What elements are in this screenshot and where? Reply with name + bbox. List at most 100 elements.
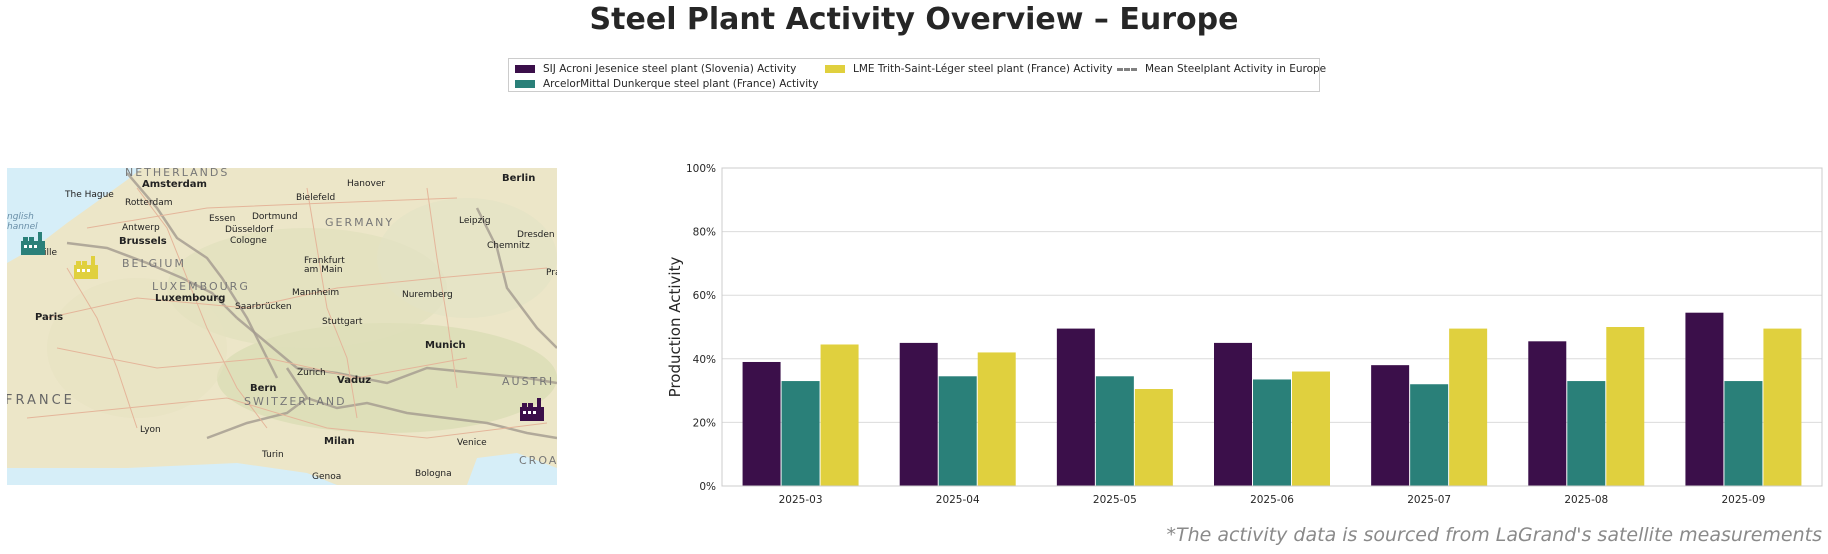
chart-axes: 0% 20% 40% 60% 80% 100% 2025-03 2025-04 2025-05 2…: [686, 163, 1823, 506]
bar[interactable]: [1528, 341, 1567, 486]
map-label-amsterdam: Amsterdam: [142, 179, 207, 190]
map-label-lyon: Lyon: [140, 425, 161, 435]
bar[interactable]: [1685, 312, 1724, 486]
legend-label: SIJ Acroni Jesenice steel plant (Sloveni…: [543, 63, 797, 75]
plot-frame: [721, 167, 1823, 487]
map-label-belgium: BELGIUM: [122, 257, 186, 270]
map-label-rotterdam: Rotterdam: [125, 198, 173, 208]
map-label-bologna: Bologna: [415, 469, 452, 479]
x-tick-label: 2025-04: [936, 494, 980, 506]
bar[interactable]: [1095, 376, 1134, 486]
x-tick-label: 2025-05: [1093, 494, 1137, 506]
map-label-bielefeld: Bielefeld: [296, 193, 336, 203]
bar[interactable]: [820, 344, 859, 486]
footnote: *The activity data is sourced from LaGra…: [1166, 524, 1822, 546]
legend-item-lme-trith: LME Trith-Saint-Léger steel plant (Franc…: [825, 63, 1113, 75]
x-tick-label: 2025-07: [1407, 494, 1451, 506]
bar[interactable]: [1214, 342, 1252, 486]
legend-swatch: [825, 65, 845, 73]
x-tick-label: 2025-08: [1564, 494, 1608, 506]
x-tick-label: 2025-06: [1250, 494, 1294, 506]
page-title: Steel Plant Activity Overview – Europe: [589, 2, 1239, 37]
bar[interactable]: [1056, 328, 1095, 486]
map-label-prague: Pra: [546, 268, 557, 278]
map-label-netherlands: NETHERLANDS: [125, 168, 230, 179]
map-label-mannheim: Mannheim: [292, 288, 340, 298]
map-label-venice: Venice: [457, 438, 487, 448]
map-label-genoa: Genoa: [312, 472, 342, 482]
y-axis-label: Production Activity: [666, 257, 684, 398]
bar[interactable]: [1606, 327, 1645, 486]
map-label-milan: Milan: [324, 436, 355, 447]
bar[interactable]: [1449, 328, 1488, 486]
bar[interactable]: [899, 342, 938, 486]
map-label-chemnitz: Chemnitz: [487, 241, 530, 251]
map-label-english-channel: nglish hannel: [7, 212, 38, 232]
factory-icon-lme-trith-saint-leger[interactable]: [73, 254, 99, 280]
map-label-stuttgart: Stuttgart: [322, 317, 363, 327]
factory-icon-arcelormittal-dunkerque[interactable]: [20, 230, 46, 256]
bar[interactable]: [1134, 389, 1173, 486]
bar[interactable]: [1253, 379, 1291, 486]
legend-dash-swatch: [1117, 67, 1137, 71]
legend-item-arcelormittal: ArcelorMittal Dunkerque steel plant (Fra…: [515, 78, 818, 90]
map-label-berlin: Berlin: [502, 173, 536, 184]
legend-label: Mean Steelplant Activity in Europe: [1145, 63, 1327, 75]
y-tick-label: 60%: [693, 290, 716, 302]
bar[interactable]: [1371, 365, 1410, 486]
map-label-munich: Munich: [425, 340, 466, 351]
bar[interactable]: [1763, 328, 1802, 486]
map-label-dusseldorf: Düsseldorf: [225, 225, 274, 235]
bar[interactable]: [781, 381, 820, 486]
bar[interactable]: [1724, 381, 1763, 486]
bar[interactable]: [977, 352, 1016, 486]
map-label-saarbrucken: Saarbrücken: [235, 302, 292, 312]
y-tick-label: 100%: [686, 163, 716, 175]
map-label-hanover: Hanover: [347, 179, 386, 189]
y-tick-label: 20%: [693, 417, 716, 429]
map-label-essen: Essen: [209, 214, 236, 224]
map-label-paris: Paris: [35, 312, 64, 323]
map-label-austria: AUSTRI: [502, 375, 555, 388]
map-label-the-hague: The Hague: [65, 190, 114, 200]
map-label-switzerland: SWITZERLAND: [244, 395, 347, 408]
bar[interactable]: [938, 376, 977, 486]
factory-icon-sij-acroni-jesenice[interactable]: [519, 396, 545, 422]
y-tick-label: 0%: [699, 481, 716, 493]
x-tick-label: 2025-03: [779, 494, 823, 506]
x-tick-label: 2025-09: [1721, 494, 1765, 506]
map-label-lille: Lille: [39, 248, 58, 258]
map-label-cologne: Cologne: [230, 236, 267, 246]
legend-item-sij-acroni: SIJ Acroni Jesenice steel plant (Sloveni…: [515, 63, 796, 75]
legend-item-mean: Mean Steelplant Activity in Europe: [1117, 63, 1326, 75]
map-label-antwerp: Antwerp: [122, 223, 160, 233]
map-label-frankfurt: Frankfurt am Main: [304, 256, 345, 275]
map-label-dresden: Dresden: [517, 230, 555, 240]
europe-map[interactable]: NETHERLANDS Amsterdam The Hague Rotterda…: [7, 168, 557, 485]
map-label-dortmund: Dortmund: [252, 212, 298, 222]
production-activity-bar-chart: 0% 20% 40% 60% 80% 100% 2025-03 2025-04 2025-05 2…: [666, 163, 1823, 506]
chart-bars: [742, 312, 1802, 486]
legend-swatch: [515, 80, 535, 88]
bar[interactable]: [1292, 371, 1330, 486]
map-label-france: FRANCE: [7, 393, 75, 408]
map-label-turin: Turin: [262, 450, 284, 460]
map-label-croatia: CROA: [519, 454, 557, 467]
legend-swatch: [515, 65, 535, 73]
bar[interactable]: [1567, 381, 1606, 486]
chart-legend: SIJ Acroni Jesenice steel plant (Sloveni…: [508, 58, 1326, 92]
map-label-vaduz: Vaduz: [337, 375, 372, 386]
map-label-bern: Bern: [250, 383, 277, 394]
map-label-brussels: Brussels: [119, 236, 167, 247]
map-label-luxembourg: Luxembourg: [155, 293, 226, 304]
map-label-germany: GERMANY: [325, 216, 395, 229]
legend-label: LME Trith-Saint-Léger steel plant (Franc…: [853, 63, 1113, 75]
bar[interactable]: [742, 361, 781, 486]
bar[interactable]: [1410, 384, 1449, 486]
map-label-leipzig: Leipzig: [459, 216, 491, 226]
map-label-zurich: Zurich: [297, 368, 326, 378]
map-label-luxembourg-country: LUXEMBOURG: [152, 280, 250, 293]
y-tick-label: 80%: [693, 227, 716, 239]
map-label-nuremberg: Nuremberg: [402, 290, 453, 300]
y-tick-label: 40%: [693, 354, 716, 366]
